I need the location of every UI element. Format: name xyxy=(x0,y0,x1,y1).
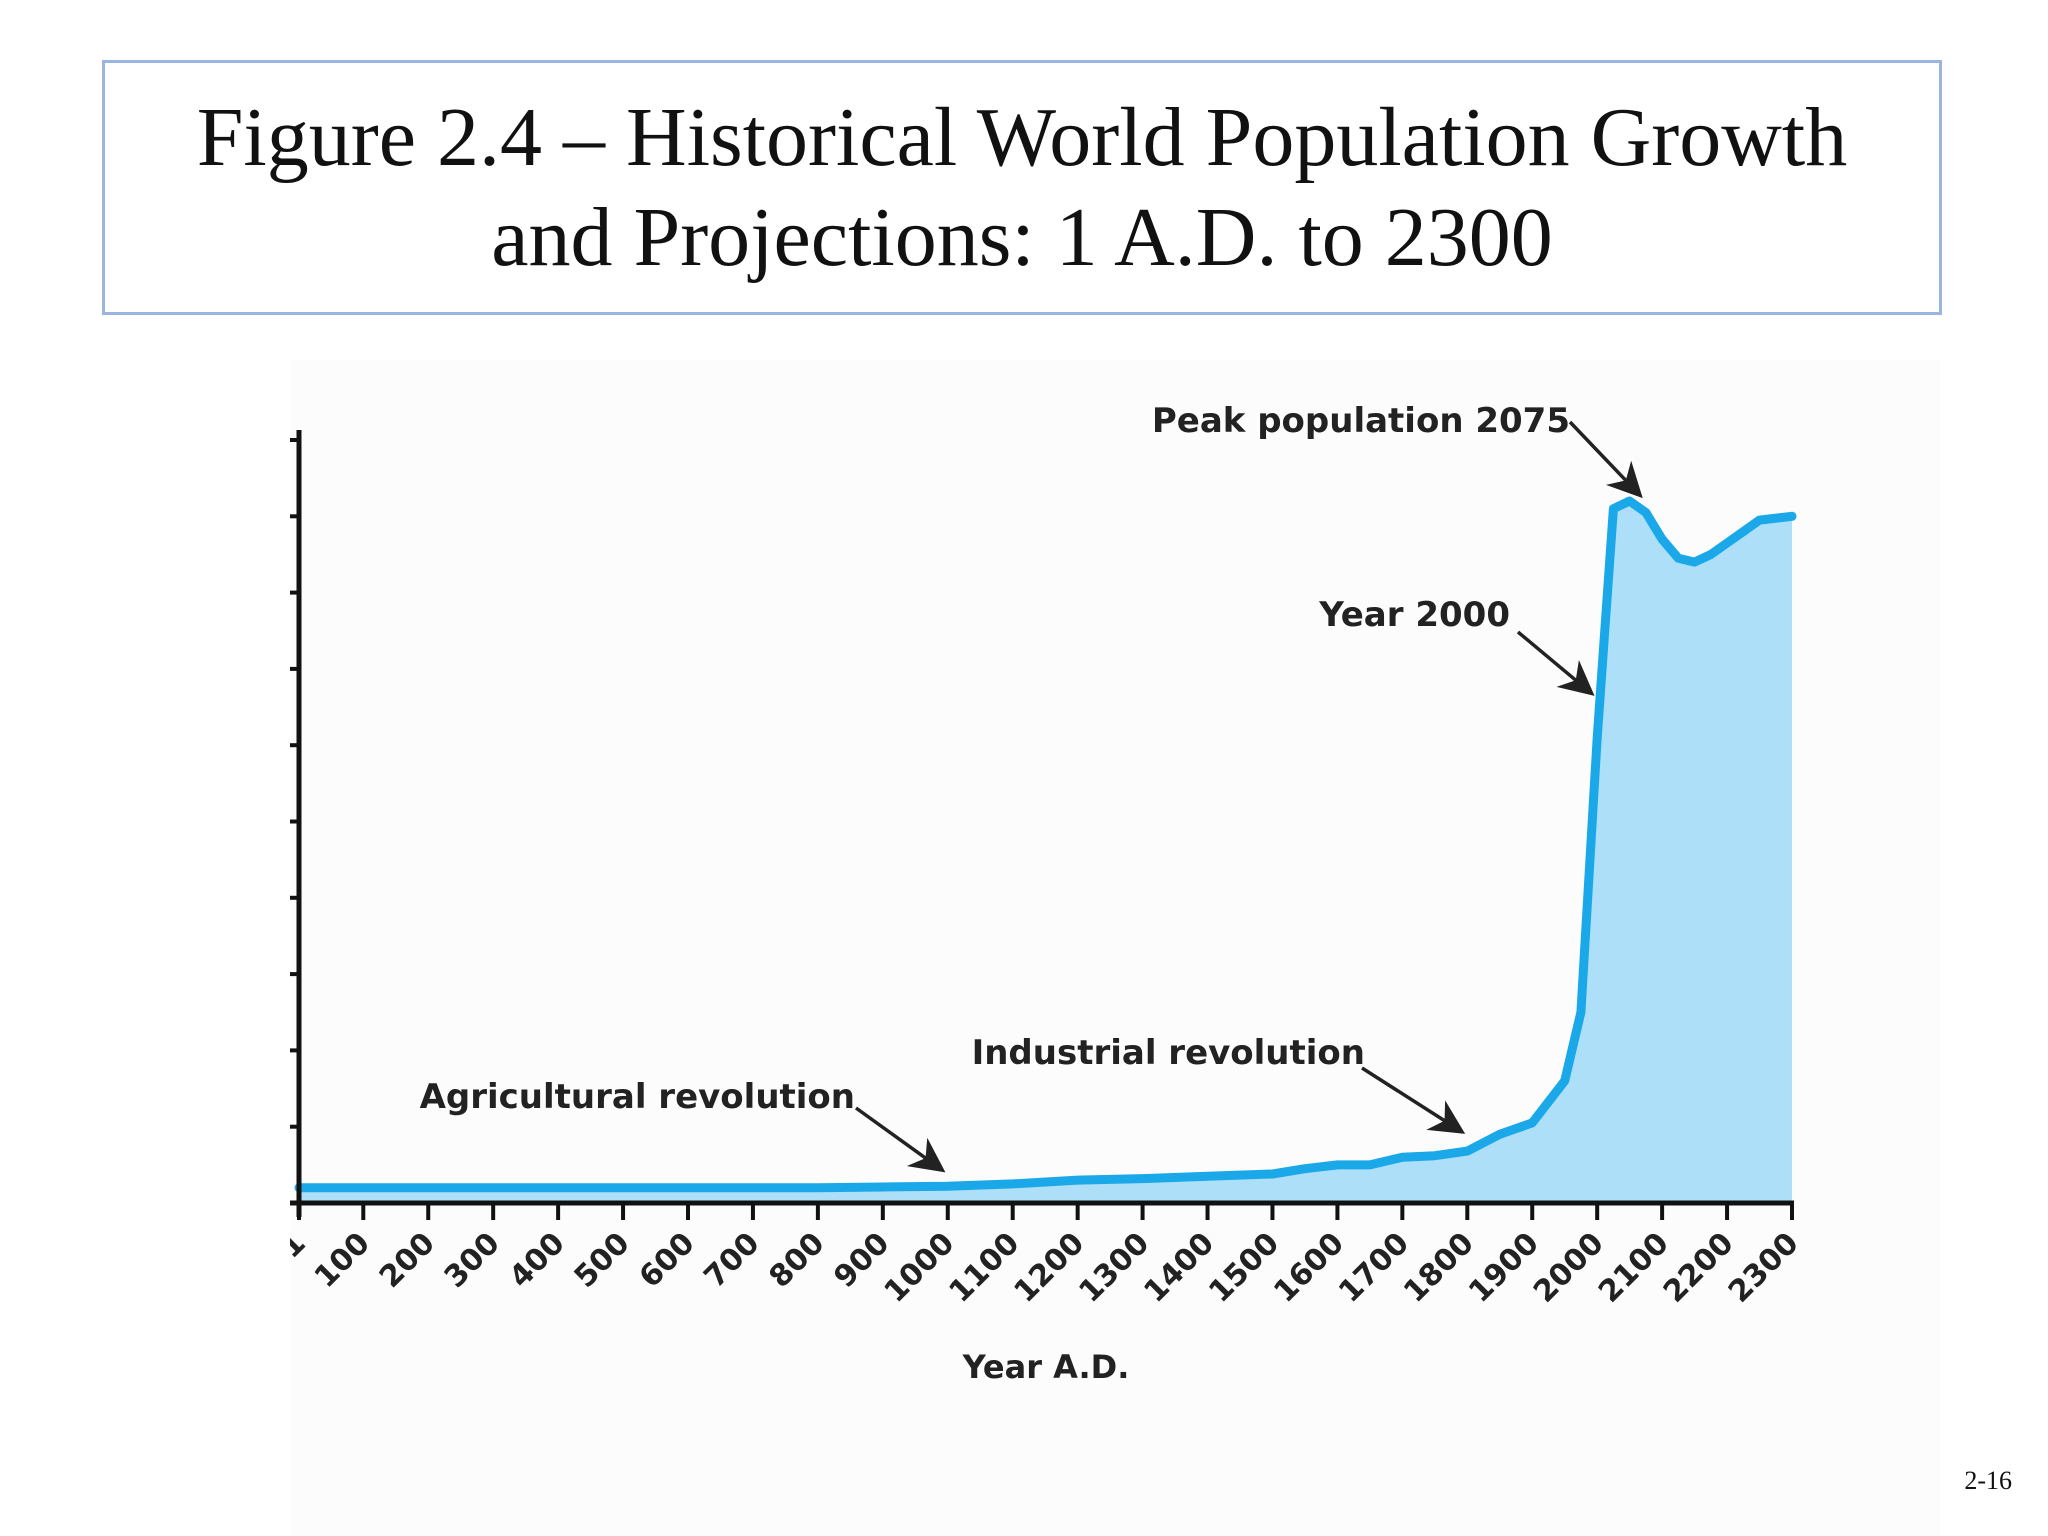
x-tick-label: 1200 xyxy=(1008,1226,1092,1310)
x-tick-label: 1100 xyxy=(943,1226,1027,1310)
x-tick-label: 100 xyxy=(308,1226,377,1295)
x-tick-label: 800 xyxy=(763,1226,832,1295)
x-tick-label: 1400 xyxy=(1137,1226,1221,1310)
x-tick-label: 2000 xyxy=(1527,1226,1611,1310)
x-tick-label: 1900 xyxy=(1462,1226,1546,1310)
x-tick-label: 700 xyxy=(698,1226,767,1295)
title-box: Figure 2.4 – Historical World Population… xyxy=(102,60,1942,315)
slide-number: 2-16 xyxy=(1964,1466,2012,1495)
chart-panel: 1234567891011002003004005006007008009001… xyxy=(290,360,1940,1536)
annotation-label: Year 2000 xyxy=(1318,595,1510,635)
x-tick-label: 1 xyxy=(290,1226,313,1266)
x-tick-label: 200 xyxy=(373,1226,442,1295)
x-tick-label: 1000 xyxy=(878,1226,962,1310)
annotation-arrow xyxy=(1361,1066,1466,1134)
x-axis-label: Year A.D. xyxy=(962,1348,1130,1386)
x-tick-label: 400 xyxy=(503,1226,572,1295)
x-tick-label: 600 xyxy=(633,1226,702,1295)
x-tick-label: 500 xyxy=(568,1226,637,1295)
x-tick-label: 2300 xyxy=(1722,1226,1806,1310)
x-tick-label: 2200 xyxy=(1657,1226,1741,1310)
annotation-arrow xyxy=(1516,630,1595,696)
x-tick-label: 2100 xyxy=(1592,1226,1676,1310)
annotation-label: Industrial revolution xyxy=(972,1033,1365,1073)
x-tick-label: 300 xyxy=(438,1226,507,1295)
slide-title-line-2: and Projections: 1 A.D. to 2300 xyxy=(491,190,1553,284)
population-line xyxy=(294,496,1797,1193)
x-tick-label: 1700 xyxy=(1332,1226,1416,1310)
population-area xyxy=(299,501,1792,1203)
x-tick-label: 1500 xyxy=(1202,1226,1286,1310)
annotation-arrow xyxy=(1568,420,1643,499)
population-chart: 1234567891011002003004005006007008009001… xyxy=(290,401,1806,1386)
slide-title-line-1: Figure 2.4 – Historical World Population… xyxy=(196,90,1848,184)
annotation-label: Peak population 2075 xyxy=(1152,401,1570,441)
annotation-arrow xyxy=(854,1106,946,1173)
x-tick-label: 1800 xyxy=(1397,1226,1481,1310)
annotation-label: Agricultural revolution xyxy=(420,1077,855,1117)
x-tick-label: 1300 xyxy=(1072,1226,1156,1310)
x-tick-label: 1600 xyxy=(1267,1226,1351,1310)
